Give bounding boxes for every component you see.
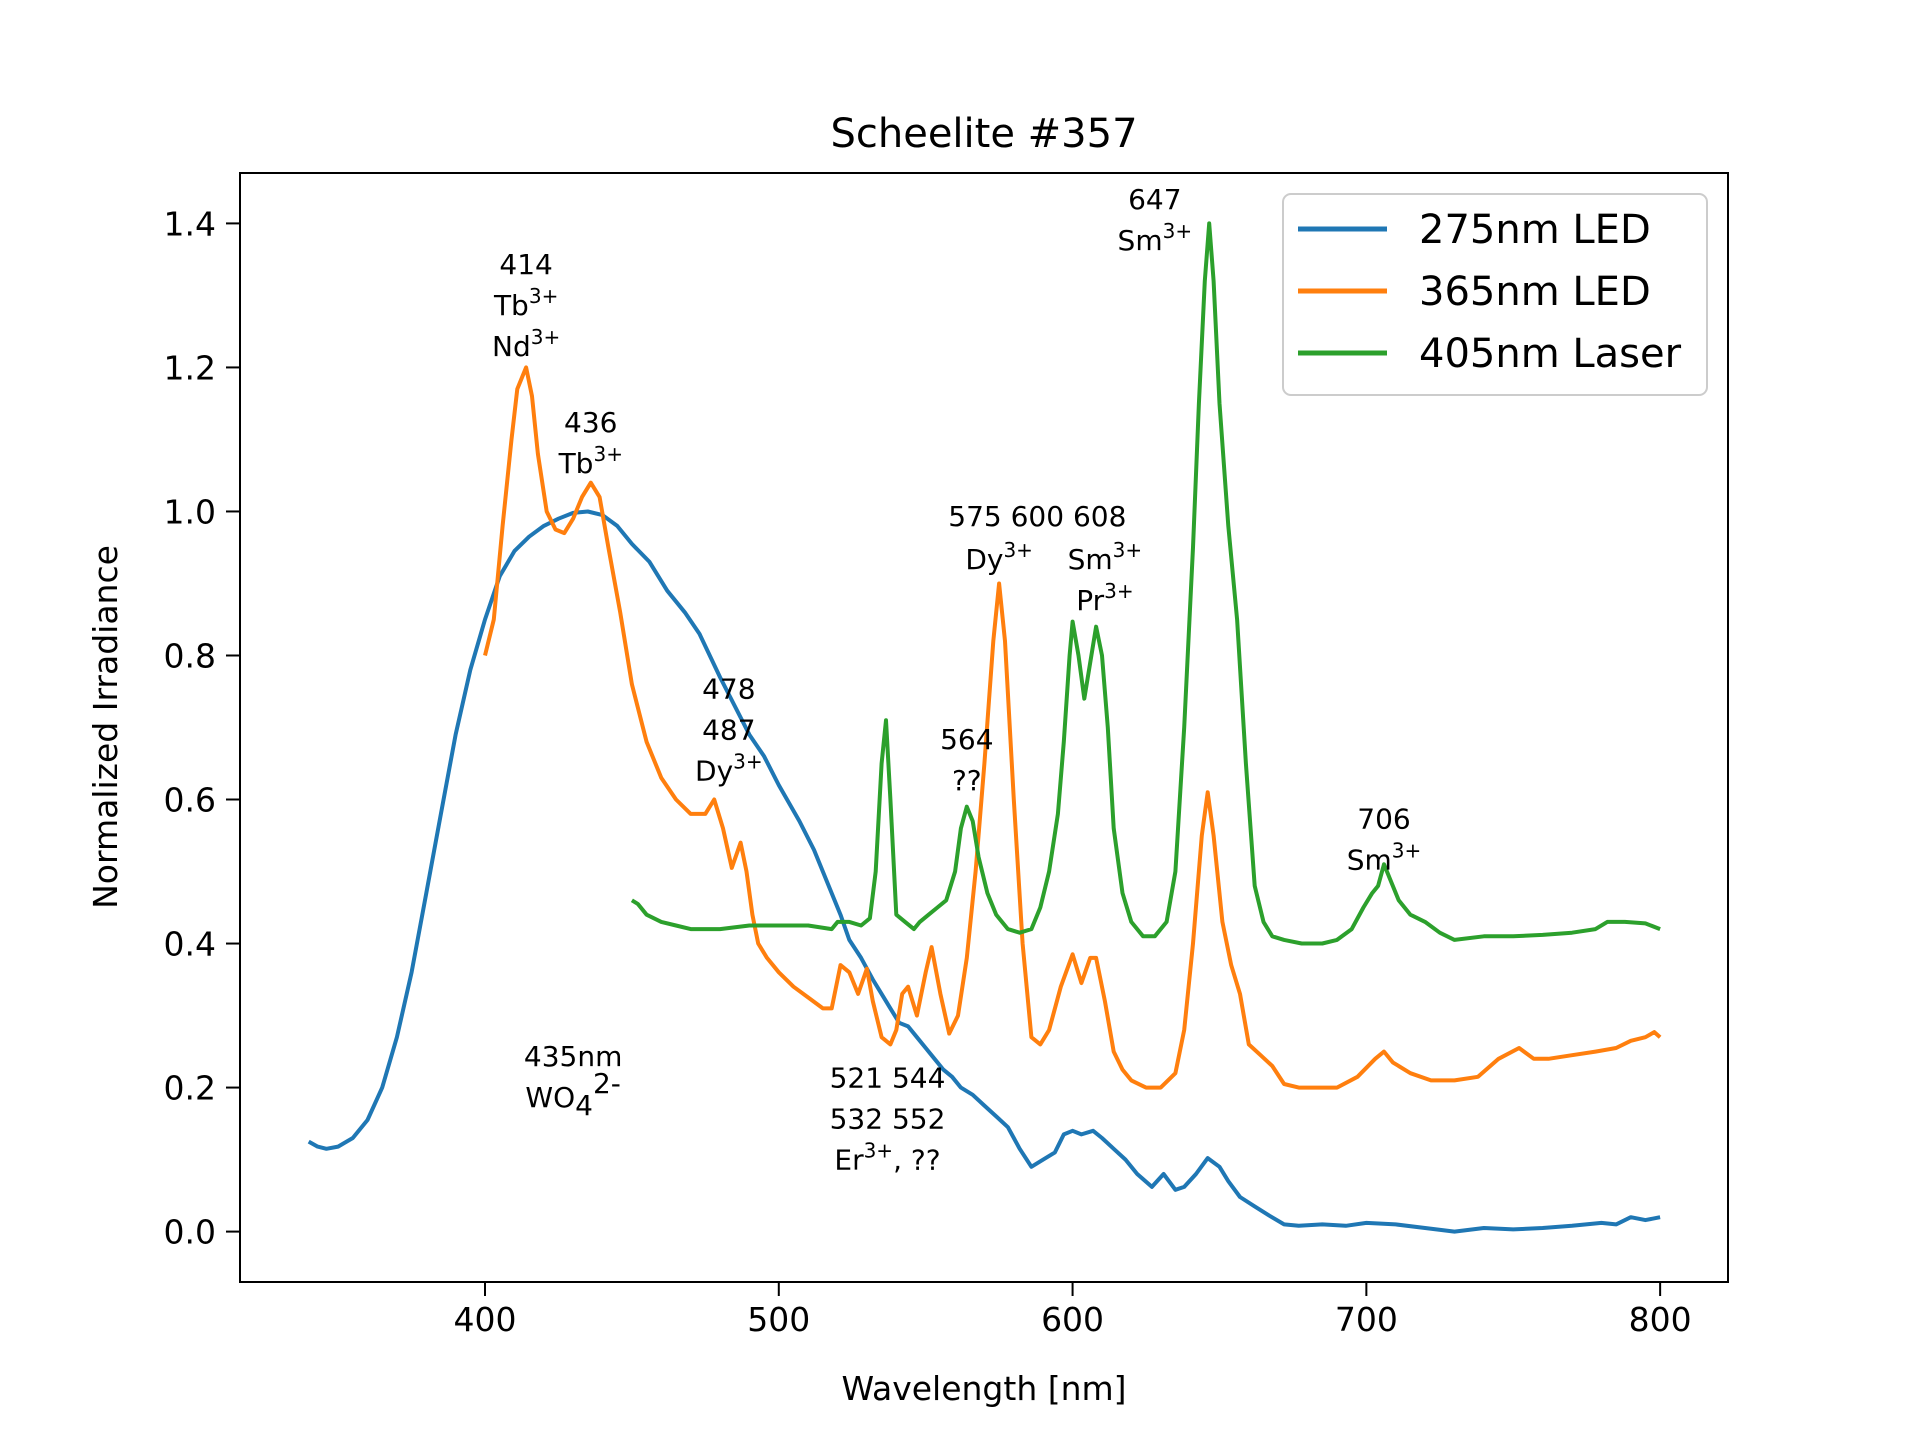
annotation-line: 487 [702, 714, 755, 747]
chart-title: Scheelite #357 [830, 111, 1137, 157]
annotation-line: Er3+, ?? [834, 1139, 940, 1177]
annotation-line: 706 [1357, 802, 1410, 835]
annotation-line: 435nm [524, 1040, 622, 1073]
x-tick-label: 600 [1041, 1300, 1104, 1339]
legend-item-405nm-laser: 405nm Laser [1298, 331, 1682, 377]
legend-label: 275nm LED [1419, 207, 1651, 253]
annotation-line: Sm3+ [1347, 838, 1422, 876]
annotation-line: 564 [940, 723, 993, 756]
x-tick-label: 800 [1629, 1300, 1692, 1339]
series-line-275nm-led [307, 509, 1661, 1234]
legend-label: 405nm Laser [1419, 331, 1682, 377]
annotation-line: 575 600 608 [948, 500, 1126, 533]
annotation-line: Tb3+ [558, 442, 623, 480]
y-axis: 0.0 0.2 0.4 0.6 0.8 1.0 1.2 1.4 [164, 204, 240, 1252]
peak-annotation: 575 600 608 [948, 500, 1126, 533]
annotation-line: 532 552 [830, 1103, 946, 1136]
axes-frame [239, 172, 1729, 1283]
legend-label: 365nm LED [1419, 269, 1651, 315]
legend: 275nm LED 365nm LED 405nm Laser [1282, 193, 1708, 396]
annotation-line: Dy3+ [965, 538, 1033, 576]
y-tick-label: 1.4 [164, 204, 216, 243]
y-tick-label: 0.6 [164, 781, 216, 820]
y-axis-label: Normalized Irradiance [86, 545, 125, 909]
y-tick-label: 1.2 [164, 348, 216, 387]
annotation-line: 478 [702, 673, 755, 706]
series-line-365nm-led [483, 365, 1662, 1090]
annotation-line: 647 [1128, 183, 1181, 216]
annotation-line: 436 [564, 406, 617, 439]
y-tick-label: 0.0 [164, 1213, 216, 1252]
y-tick-label: 0.8 [164, 636, 216, 675]
x-tick-label: 500 [747, 1300, 810, 1339]
peak-annotation: 564?? [940, 723, 993, 797]
series-line-405nm-laser [630, 221, 1661, 946]
annotation-line: Sm3+ [1068, 538, 1143, 576]
y-tick-label: 0.2 [164, 1069, 216, 1108]
x-tick-label: 400 [454, 1300, 517, 1339]
x-tick-label: 700 [1335, 1300, 1398, 1339]
annotation-line: Dy3+ [695, 750, 763, 788]
y-tick-label: 1.0 [164, 492, 216, 531]
annotation-line: 521 544 [830, 1062, 946, 1095]
x-axis-label: Wavelength [nm] [841, 1369, 1126, 1408]
y-tick-label: 0.4 [164, 925, 216, 964]
legend-item-365nm-led: 365nm LED [1298, 269, 1651, 315]
annotation-line: Pr3+ [1076, 579, 1133, 617]
peak-annotation: Dy3+ [965, 538, 1033, 576]
annotation-line: Nd3+ [492, 325, 560, 363]
annotation-line: Sm3+ [1118, 219, 1193, 257]
legend-item-275nm-led: 275nm LED [1298, 207, 1651, 253]
peak-annotation: Sm3+Pr3+ [1068, 538, 1143, 617]
legend-box [1282, 193, 1708, 396]
annotation-line: WO42- [525, 1067, 620, 1122]
annotation-line: ?? [952, 764, 982, 797]
x-axis: 400 500 600 700 800 [454, 1282, 1692, 1339]
annotation-line: Tb3+ [493, 284, 558, 322]
annotation-line: 414 [499, 248, 552, 281]
series-layer [307, 221, 1662, 1234]
